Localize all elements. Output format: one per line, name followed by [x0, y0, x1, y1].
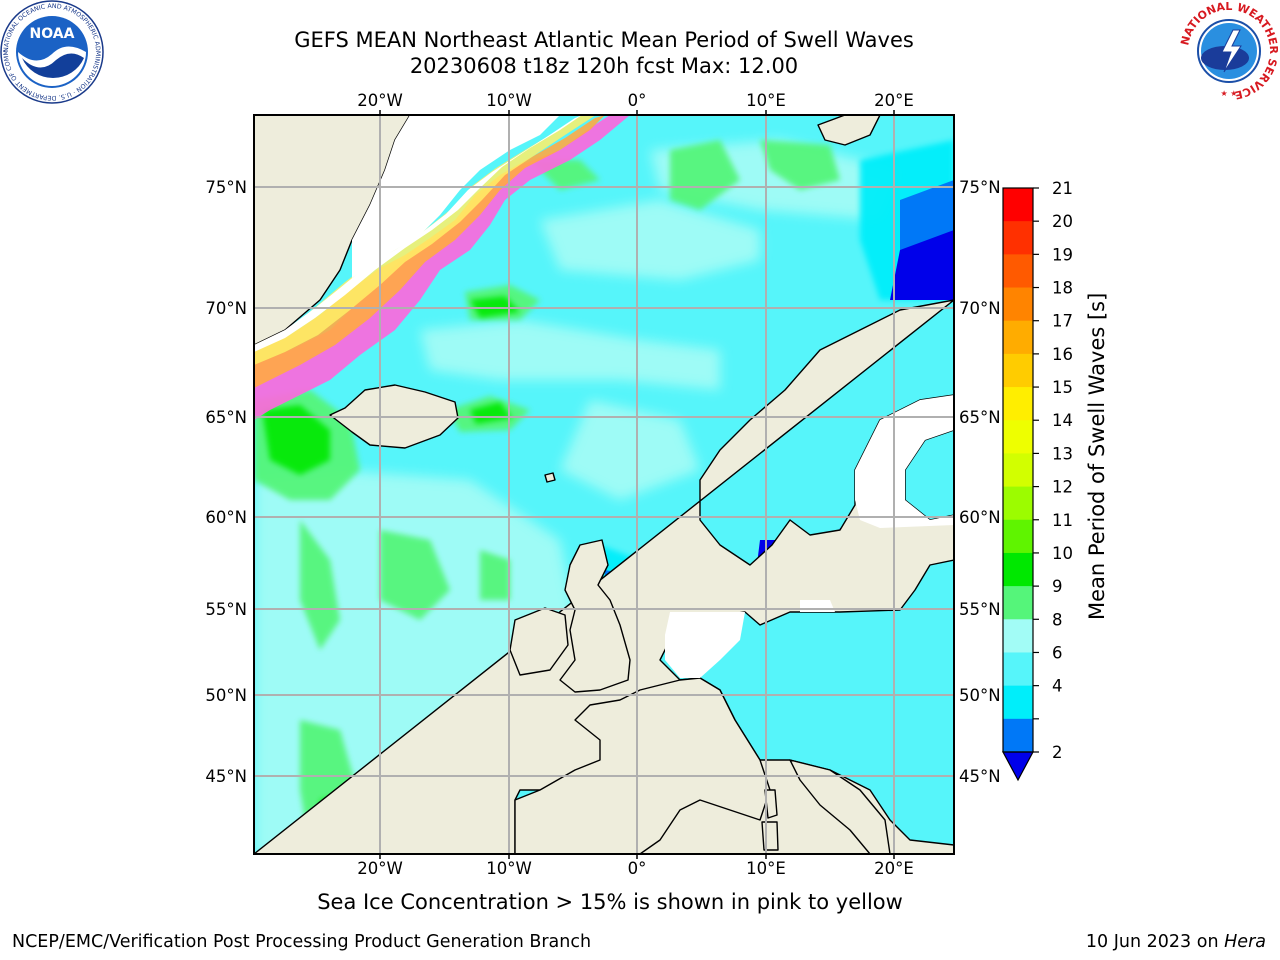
colorbar-tick-label: 10	[1052, 544, 1073, 563]
x-tick-label: 20°W	[357, 91, 403, 110]
sardinia	[761, 821, 779, 851]
x-tick-label: 10°W	[486, 91, 532, 110]
svg-text:★ ★: ★ ★	[1221, 89, 1238, 98]
x-tick-label: 10°E	[746, 859, 786, 878]
colorbar-tick-label: 2	[1052, 743, 1063, 762]
colorbar-tick-label: 9	[1052, 577, 1063, 596]
colorbar-tick-label: 15	[1052, 378, 1073, 397]
colorbar-band	[1003, 586, 1033, 620]
nws-logo: NATIONAL WEATHER SERVICE ★ ★	[1178, 0, 1280, 102]
colorbar-band	[1003, 420, 1033, 454]
colorbar-band	[1003, 353, 1033, 388]
noaa-logo-text: NOAA	[30, 26, 75, 42]
map-field	[254, 115, 954, 854]
colorbar-tick-label: 12	[1052, 478, 1073, 497]
y-tick-label: 45°N	[205, 767, 247, 786]
colorbar-tick-label: 17	[1052, 312, 1073, 331]
x-tick-label: 20°E	[874, 91, 914, 110]
colorbar-tick-label: 18	[1052, 279, 1073, 298]
x-tick-label: 10°W	[486, 859, 532, 878]
colorbar-band	[1003, 254, 1033, 289]
credit-right: 10 Jun 2023 on Hera	[1086, 932, 1266, 952]
colorbar-band	[1003, 652, 1033, 687]
colorbar-tick-label: 16	[1052, 345, 1073, 364]
x-tick-label: 0°	[628, 91, 647, 110]
faroe-islands	[544, 472, 556, 483]
colorbar-tick-label: 8	[1052, 610, 1063, 629]
colorbar-band	[1003, 619, 1033, 653]
y-ticks-left: 75°N 70°N 65°N 60°N 55°N 50°N 45°N	[205, 178, 247, 786]
svalbard	[817, 115, 881, 146]
x-tick-label: 10°E	[746, 91, 786, 110]
colorbar-tick-label: 21	[1052, 179, 1073, 198]
graticule	[254, 115, 954, 854]
colorbar-tick-label: 20	[1052, 212, 1073, 231]
colorbar-tick-label: 4	[1052, 677, 1063, 696]
colorbar-tick-label: 11	[1052, 511, 1073, 530]
y-tick-label: 75°N	[959, 178, 1001, 197]
y-tick-label: 65°N	[205, 408, 247, 427]
y-tick-label: 50°N	[205, 686, 247, 705]
colorbar-band	[1003, 188, 1033, 222]
x-ticks-bottom: 20°W 10°W 0° 10°E 20°E	[357, 859, 914, 878]
y-tick-label: 65°N	[959, 408, 1001, 427]
y-tick-label: 50°N	[959, 686, 1001, 705]
credit-left: NCEP/EMC/Verification Post Processing Pr…	[12, 932, 592, 952]
colorbar-band	[1003, 486, 1033, 521]
map-frame	[253, 114, 955, 855]
colorbar-band	[1003, 685, 1033, 720]
x-tick-label: 20°W	[357, 859, 403, 878]
y-tick-label: 70°N	[959, 299, 1001, 318]
y-tick-label: 60°N	[205, 508, 247, 527]
y-tick-label: 60°N	[959, 508, 1001, 527]
colorbar-frame	[1002, 187, 1034, 753]
sea-ice-regions	[254, 115, 630, 420]
colorbar-band	[1003, 221, 1033, 255]
y-tick-label: 70°N	[205, 299, 247, 318]
x-tick-label: 20°E	[874, 859, 914, 878]
chart-title: GEFS MEAN Northeast Atlantic Mean Period…	[294, 28, 914, 52]
colorbar-band	[1003, 287, 1033, 322]
great-britain	[559, 539, 631, 693]
y-tick-label: 45°N	[959, 767, 1001, 786]
colorbar-title: Mean Period of Swell Waves [s]	[1085, 292, 1109, 620]
y-tick-label: 55°N	[205, 600, 247, 619]
colorbar-under-triangle	[1001, 751, 1035, 782]
sea-ice-footnote: Sea Ice Concentration > 15% is shown in …	[317, 890, 903, 914]
colorbar-tick-label: 14	[1052, 411, 1073, 430]
credit-date: 10 Jun 2023 on	[1085, 932, 1219, 952]
noaa-logo: NATIONAL OCEANIC AND ATMOSPHERIC ADMINIS…	[0, 0, 104, 104]
y-tick-label: 55°N	[959, 600, 1001, 619]
italy	[789, 759, 891, 854]
continental-europe	[254, 299, 954, 854]
colorbar-ticks: 21 20 19 18 17 16 15 14 13 12 11 10 9 8 6 4 2	[1033, 179, 1073, 762]
colorbar-band	[1003, 519, 1033, 554]
colorbar-band	[1003, 718, 1033, 753]
y-tick-label: 75°N	[205, 178, 247, 197]
france-iberia	[514, 677, 771, 854]
colorbar-band	[1003, 320, 1033, 355]
colorbar-band	[1003, 552, 1033, 587]
colorbar-bands	[1003, 188, 1033, 753]
colorbar-tick-label: 6	[1052, 643, 1063, 662]
land-masses	[254, 115, 954, 854]
credit-machine: Hera	[1224, 932, 1266, 952]
colorbar-tick-label: 19	[1052, 245, 1073, 264]
colorbar: 21 20 19 18 17 16 15 14 13 12 11 10 9 8 6 4 2	[1001, 179, 1073, 782]
y-ticks-right: 75°N 70°N 65°N 60°N 55°N 50°N 45°N	[959, 178, 1001, 786]
chart-subtitle: 20230608 t18z 120h fcst Max: 12.00	[409, 54, 799, 78]
x-ticks-top: 20°W 10°W 0° 10°E 20°E	[357, 91, 914, 110]
tick-marks	[379, 110, 895, 859]
colorbar-band	[1003, 387, 1033, 421]
colorbar-tick-label: 13	[1052, 444, 1073, 463]
x-tick-label: 0°	[628, 859, 647, 878]
colorbar-band	[1003, 453, 1033, 488]
